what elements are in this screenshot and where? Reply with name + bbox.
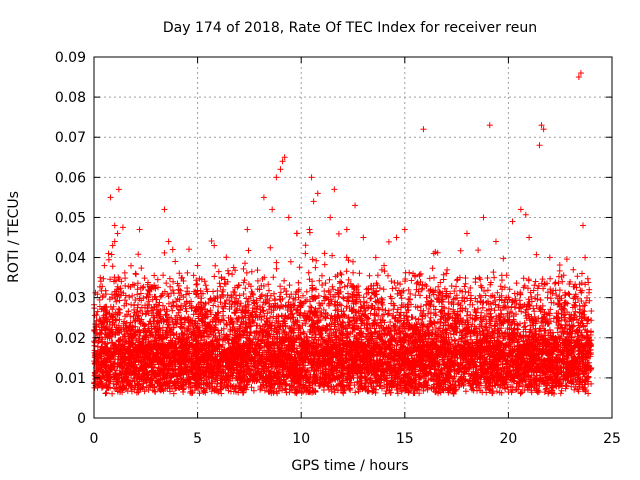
- roti-point: [517, 206, 524, 213]
- x-axis-title: GPS time / hours: [291, 458, 408, 474]
- roti-point: [327, 214, 334, 221]
- y-tick-label: 0: [77, 411, 86, 427]
- roti-point: [372, 254, 379, 261]
- roti-point: [269, 206, 276, 213]
- roti-point: [244, 226, 251, 233]
- roti-point: [132, 270, 139, 277]
- roti-point: [175, 286, 182, 293]
- roti-point: [165, 238, 172, 245]
- roti-point: [559, 278, 566, 285]
- roti-point: [101, 262, 108, 269]
- roti-point: [352, 202, 359, 209]
- roti-point: [161, 206, 168, 213]
- roti-point: [526, 234, 533, 241]
- roti-point: [95, 366, 102, 373]
- roti-point: [306, 226, 313, 233]
- roti-point: [393, 234, 400, 241]
- x-tick-label: 25: [603, 431, 621, 447]
- roti-point: [381, 262, 388, 269]
- roti-point: [302, 250, 309, 257]
- roti-point: [107, 194, 114, 201]
- x-tick-label: 10: [292, 431, 310, 447]
- roti-point: [577, 70, 584, 77]
- roti-point: [401, 226, 408, 233]
- roti-point: [410, 270, 417, 277]
- roti-point: [582, 254, 589, 261]
- y-tick-label: 0.05: [55, 210, 86, 226]
- roti-point: [463, 230, 470, 237]
- x-tick-label: 15: [396, 431, 414, 447]
- roti-point: [308, 174, 315, 181]
- x-tick-label: 5: [193, 431, 202, 447]
- roti-point: [586, 286, 593, 293]
- roti-point: [281, 154, 288, 161]
- roti-point: [285, 214, 292, 221]
- roti-point: [509, 218, 516, 225]
- roti-point: [279, 158, 286, 165]
- x-tick-label: 20: [499, 431, 517, 447]
- roti-point: [294, 230, 301, 237]
- roti-point: [575, 74, 582, 81]
- roti-point: [111, 222, 118, 229]
- roti-point: [136, 226, 143, 233]
- roti-point: [420, 126, 427, 133]
- plot-frame: [93, 56, 613, 419]
- roti-sample-band: [91, 211, 595, 397]
- y-tick-label: 0.09: [55, 50, 86, 66]
- roti-point: [546, 254, 553, 261]
- axis-ticks: 0 5 10 15 20 25 0 0.01 0.02 0.03 0.04 0.05 0.06 0.07 0…: [55, 50, 621, 447]
- roti-point: [109, 242, 116, 249]
- roti-point: [579, 222, 586, 229]
- roti-point: [310, 198, 317, 205]
- roti-point: [536, 142, 543, 149]
- y-tick-label: 0.04: [55, 251, 86, 267]
- roti-point: [360, 234, 367, 241]
- roti-point: [111, 238, 118, 245]
- roti-point: [343, 226, 350, 233]
- y-tick-label: 0.06: [55, 170, 86, 186]
- roti-point: [260, 194, 267, 201]
- roti-point: [314, 190, 321, 197]
- y-axis-title: ROTI / TECUs: [6, 191, 22, 283]
- roti-point: [443, 270, 450, 277]
- roti-point: [480, 214, 487, 221]
- roti-point: [97, 274, 104, 281]
- y-tick-label: 0.07: [55, 130, 86, 146]
- roti-point: [105, 250, 112, 257]
- roti-point: [273, 174, 280, 181]
- y-tick-label: 0.01: [55, 371, 86, 387]
- roti-point: [194, 262, 201, 269]
- roti-point: [225, 270, 232, 277]
- data-band: [91, 211, 595, 397]
- roti-point: [430, 250, 437, 257]
- y-tick-label: 0.02: [55, 331, 86, 347]
- roti-point: [331, 186, 338, 193]
- y-tick-label: 0.08: [55, 90, 86, 106]
- roti-point: [538, 122, 545, 129]
- chart-title: Day 174 of 2018, Rate Of TEC Index for r…: [163, 20, 537, 36]
- roti-point: [492, 238, 499, 245]
- roti-point: [169, 246, 176, 253]
- x-tick-label: 0: [90, 431, 99, 447]
- data-points: [93, 70, 593, 389]
- roti-point: [277, 166, 284, 173]
- roti-point: [211, 242, 218, 249]
- roti-point: [540, 126, 547, 133]
- roti-point: [115, 186, 122, 193]
- roti-point: [486, 122, 493, 129]
- y-tick-label: 0.03: [55, 291, 86, 307]
